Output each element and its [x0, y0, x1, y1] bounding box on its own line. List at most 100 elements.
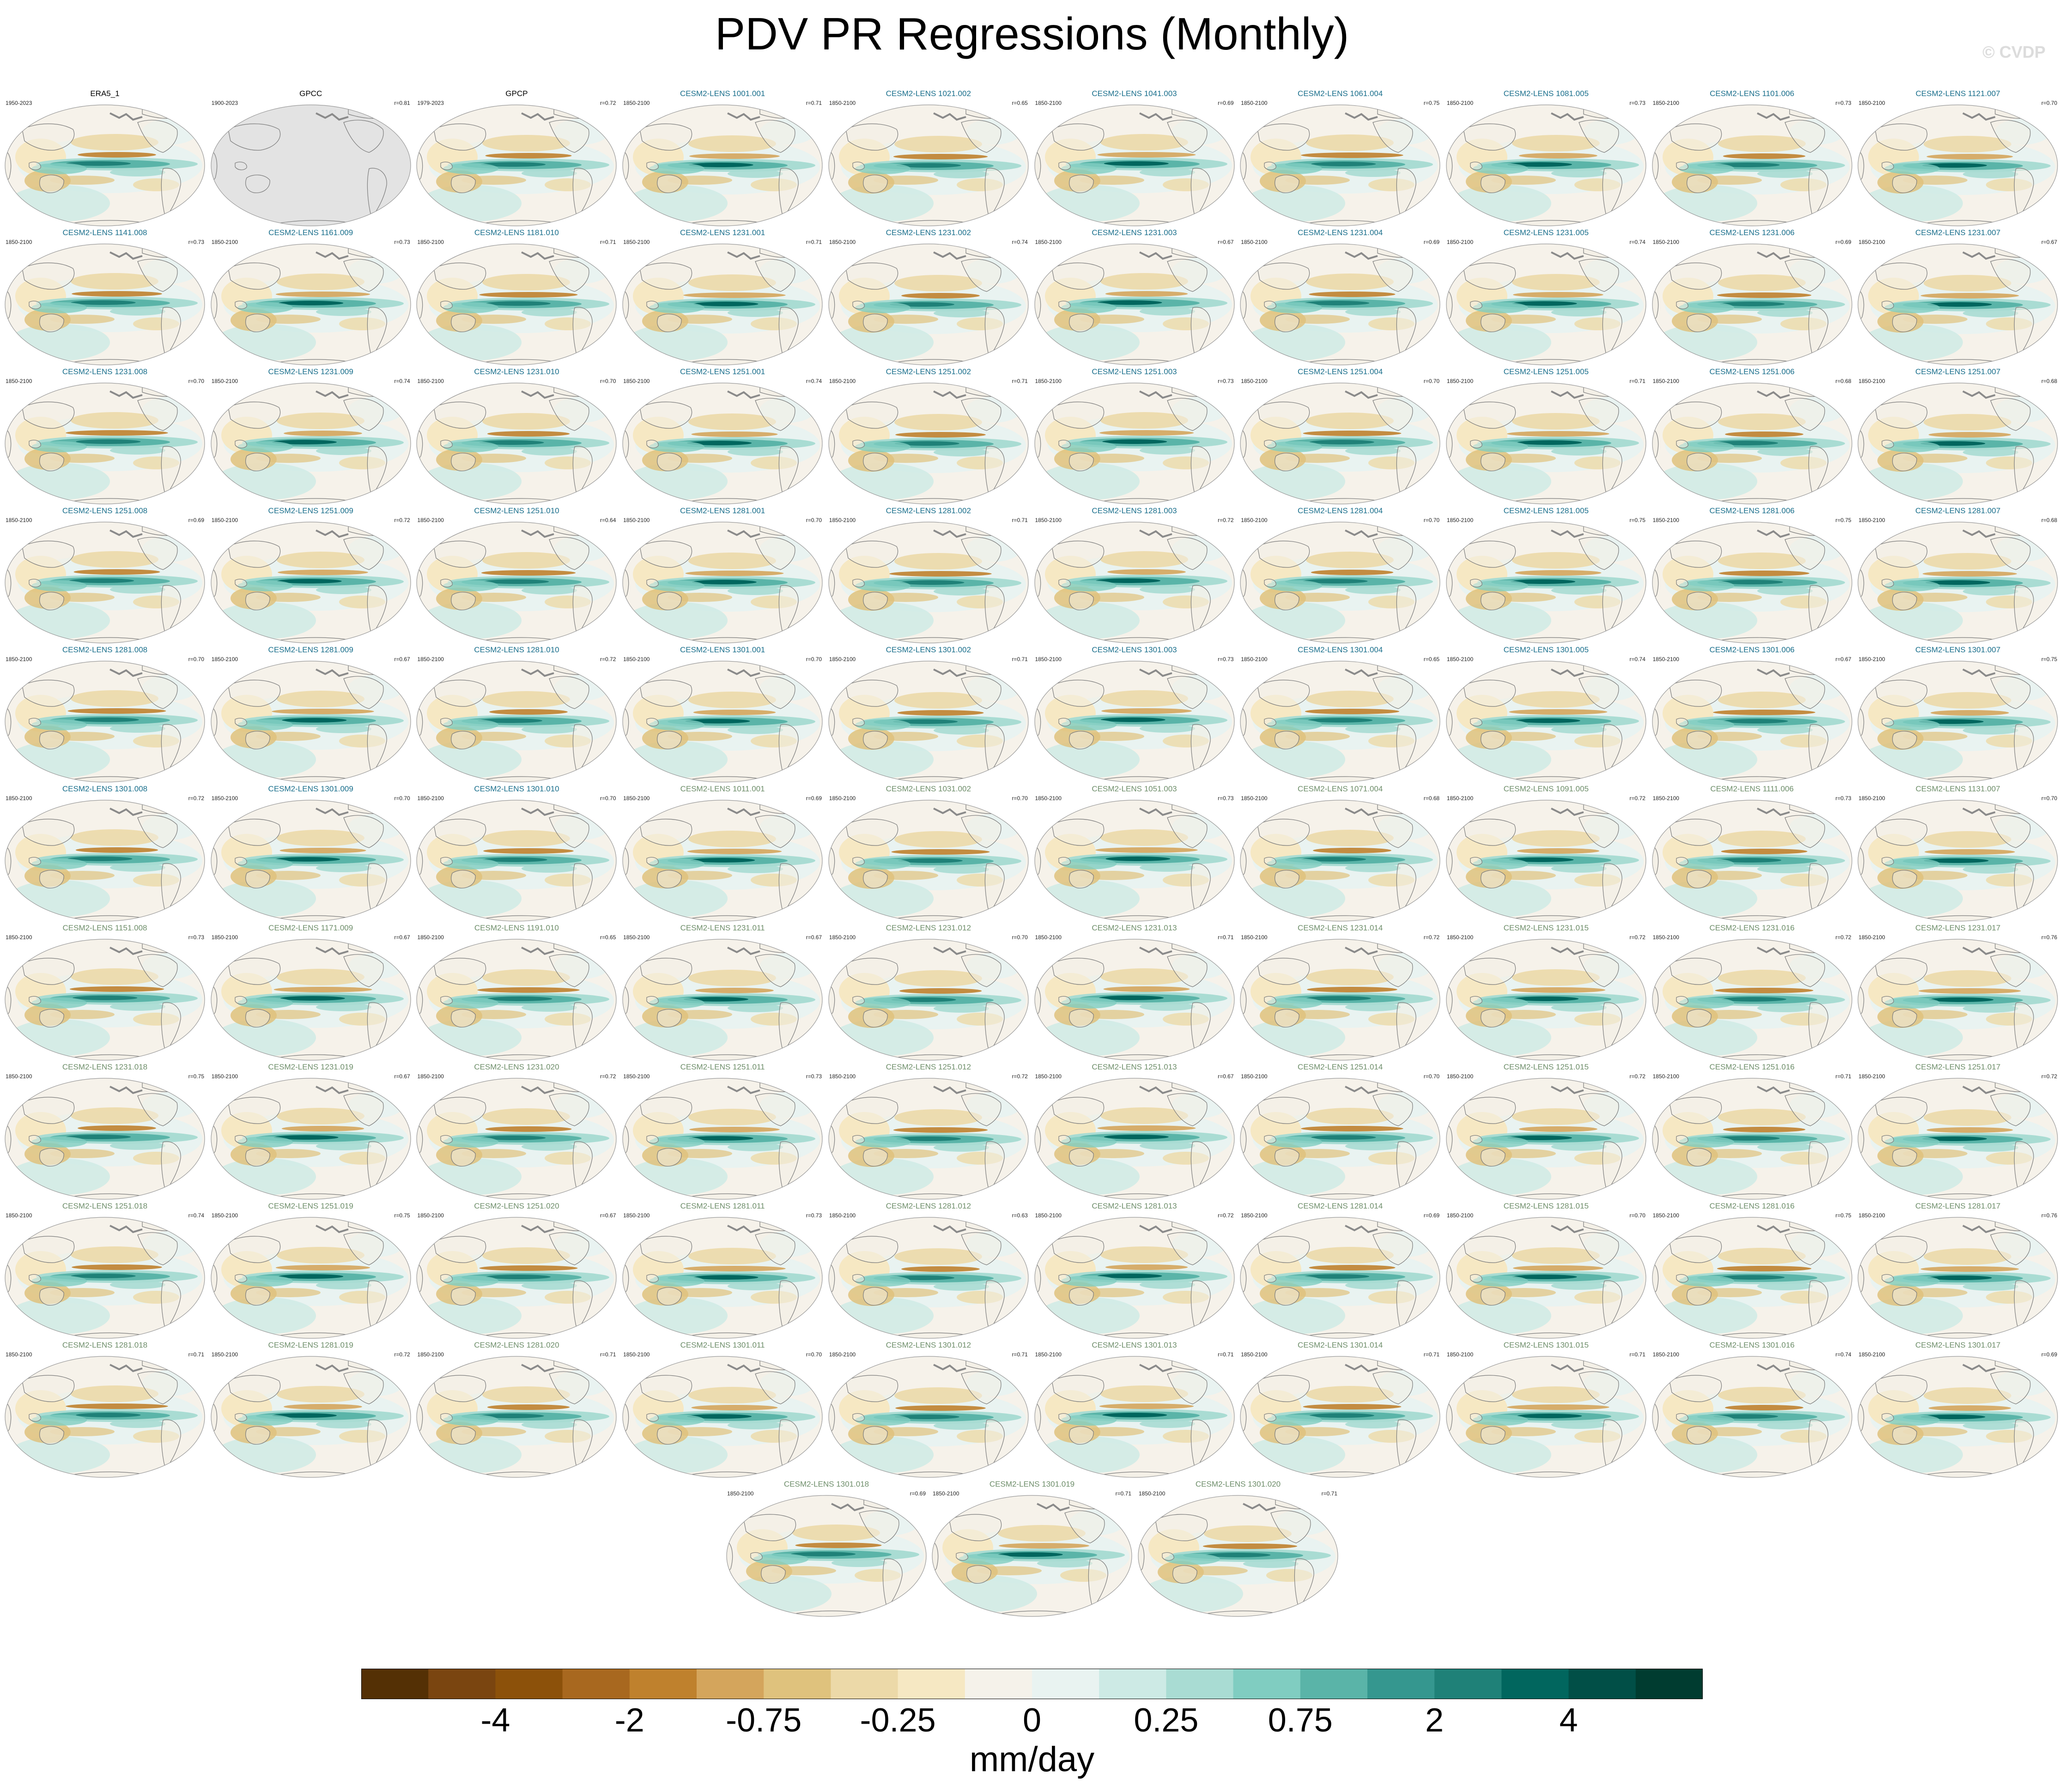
colorbar-swatch	[898, 1669, 965, 1699]
panel-date-range: 1850-2100	[417, 934, 444, 941]
map-panel: CESM2-LENS 1281.013 1850-2100 r=0.72	[1033, 1202, 1236, 1340]
panel-map	[1138, 1495, 1338, 1617]
panel-pattern-correlation: r=0.67	[1218, 239, 1234, 245]
panel-date-range: 1850-2100	[417, 1212, 444, 1219]
panel-pattern-correlation: r=0.81	[394, 100, 410, 106]
panel-map	[726, 1495, 927, 1617]
map-panel: CESM2-LENS 1131.007 1850-2100 r=0.70	[1857, 784, 2059, 923]
map-panel: CESM2-LENS 1231.007 1850-2100 r=0.67	[1857, 228, 2059, 367]
panel-map	[828, 1078, 1029, 1200]
panel-pattern-correlation: r=0.67	[394, 934, 410, 941]
panel-title: CESM2-LENS 1121.007	[1915, 89, 2000, 98]
panel-map	[1240, 661, 1440, 783]
map-panel: CESM2-LENS 1061.004 1850-2100 r=0.75	[1239, 89, 1441, 228]
panel-header: CESM2-LENS 1301.013 1850-2100 r=0.71	[1033, 1341, 1236, 1358]
panel-pattern-correlation: r=0.71	[1012, 656, 1028, 662]
panel-date-range: 1850-2100	[1446, 1212, 1474, 1219]
panel-title: CESM2-LENS 1301.009	[268, 784, 353, 793]
panel-header: ERA5_1 1950-2023	[4, 89, 206, 106]
panel-title: CESM2-LENS 1081.005	[1503, 89, 1589, 98]
panel-date-range: 1850-2100	[211, 517, 238, 523]
panel-pattern-correlation: r=0.69	[910, 1490, 926, 1497]
panel-map	[211, 104, 411, 226]
panel-map	[828, 1217, 1029, 1339]
panel-map	[1858, 1356, 2058, 1478]
panel-date-range: 1850-2100	[1652, 1351, 1679, 1358]
panel-title: CESM2-LENS 1281.011	[680, 1202, 765, 1210]
panel-title: CESM2-LENS 1231.012	[886, 923, 971, 932]
panel-title: CESM2-LENS 1301.004	[1298, 645, 1383, 654]
panel-pattern-correlation: r=0.75	[1423, 100, 1440, 106]
map-panel: CESM2-LENS 1281.015 1850-2100 r=0.70	[1445, 1202, 1647, 1340]
panel-date-range: 1850-2100	[1858, 517, 1885, 523]
panel-pattern-correlation: r=0.71	[1115, 1490, 1131, 1497]
panel-title: CESM2-LENS 1281.004	[1298, 506, 1383, 515]
panel-title: CESM2-LENS 1251.019	[268, 1202, 353, 1210]
panel-map	[1651, 939, 1852, 1061]
panel-map	[416, 661, 617, 783]
panel-date-range: 1850-2100	[829, 1073, 856, 1080]
panel-pattern-correlation: r=0.73	[1218, 378, 1234, 384]
panel-map	[828, 939, 1029, 1061]
panel-map	[5, 243, 205, 365]
panel-pattern-correlation: r=0.72	[1423, 934, 1440, 941]
panel-title: CESM2-LENS 1251.012	[886, 1063, 971, 1071]
panel-header: GPCC 1900-2023 r=0.81	[210, 89, 412, 106]
panel-pattern-correlation: r=0.75	[394, 1212, 410, 1219]
panel-title: CESM2-LENS 1231.016	[1709, 923, 1795, 932]
map-panel: CESM2-LENS 1281.008 1850-2100 r=0.70	[4, 645, 206, 784]
map-panel: CESM2-LENS 1231.004 1850-2100 r=0.69	[1239, 228, 1441, 367]
panel-title: CESM2-LENS 1281.005	[1503, 506, 1589, 515]
colorbar-swatch	[1367, 1669, 1435, 1699]
colorbar-tick-label: 4	[1559, 1702, 1578, 1739]
panel-pattern-correlation: r=0.68	[1423, 795, 1440, 802]
map-panel: CESM2-LENS 1281.006 1850-2100 r=0.75	[1651, 506, 1853, 645]
map-panel: CESM2-LENS 1251.015 1850-2100 r=0.72	[1445, 1063, 1647, 1201]
panel-header: CESM2-LENS 1251.012 1850-2100 r=0.72	[827, 1063, 1030, 1080]
panel-title: CESM2-LENS 1021.002	[886, 89, 971, 98]
panel-map	[1034, 800, 1235, 922]
panel-title: CESM2-LENS 1281.006	[1709, 506, 1795, 515]
panel-date-range: 1850-2100	[623, 378, 650, 384]
panel-pattern-correlation: r=0.70	[1012, 795, 1028, 802]
panel-date-range: 1850-2100	[1241, 795, 1268, 802]
panel-header: CESM2-LENS 1231.010 1850-2100 r=0.70	[415, 367, 618, 384]
panel-title: CESM2-LENS 1231.003	[1092, 228, 1177, 237]
map-panel: ERA5_1 1950-2023	[4, 89, 206, 228]
map-panel: CESM2-LENS 1231.010 1850-2100 r=0.70	[415, 367, 618, 506]
panel-header: CESM2-LENS 1281.016 1850-2100 r=0.75	[1651, 1202, 1853, 1219]
panel-pattern-correlation: r=0.70	[1423, 517, 1440, 523]
panel-date-range: 1850-2100	[417, 239, 444, 245]
panel-date-range: 1850-2100	[1035, 1073, 1062, 1080]
panel-date-range: 1850-2100	[6, 795, 32, 802]
panel-header: CESM2-LENS 1231.007 1850-2100 r=0.67	[1857, 228, 2059, 245]
panel-map	[1446, 383, 1646, 504]
panel-title: CESM2-LENS 1301.011	[680, 1341, 765, 1349]
panel-title: CESM2-LENS 1251.015	[1503, 1063, 1589, 1071]
panel-header: CESM2-LENS 1251.020 1850-2100 r=0.67	[415, 1202, 618, 1219]
map-panel: CESM2-LENS 1251.013 1850-2100 r=0.67	[1033, 1063, 1236, 1201]
panel-header: CESM2-LENS 1161.009 1850-2100 r=0.73	[210, 228, 412, 245]
panel-map	[932, 1495, 1132, 1617]
panel-title: CESM2-LENS 1231.014	[1298, 923, 1383, 932]
panel-header: CESM2-LENS 1301.004 1850-2100 r=0.65	[1239, 645, 1441, 662]
colorbar-tick-label: -4	[480, 1702, 510, 1739]
colorbar-tick-label: -2	[614, 1702, 644, 1739]
colorbar-swatch	[428, 1669, 496, 1699]
panel-title: CESM2-LENS 1231.017	[1915, 923, 2001, 932]
panel-pattern-correlation: r=0.70	[188, 656, 204, 662]
map-panel: CESM2-LENS 1231.008 1850-2100 r=0.70	[4, 367, 206, 506]
panel-title: CESM2-LENS 1251.010	[474, 506, 559, 515]
panel-header: CESM2-LENS 1051.003 1850-2100 r=0.73	[1033, 784, 1236, 802]
panel-header: CESM2-LENS 1231.004 1850-2100 r=0.69	[1239, 228, 1441, 245]
map-panel: CESM2-LENS 1281.014 1850-2100 r=0.69	[1239, 1202, 1441, 1340]
panel-header: CESM2-LENS 1281.006 1850-2100 r=0.75	[1651, 506, 1853, 523]
panel-header: CESM2-LENS 1281.003 1850-2100 r=0.72	[1033, 506, 1236, 523]
panel-pattern-correlation: r=0.69	[1423, 239, 1440, 245]
map-panel: CESM2-LENS 1301.012 1850-2100 r=0.71	[827, 1341, 1030, 1479]
panel-map	[1034, 939, 1235, 1061]
map-panel: CESM2-LENS 1281.019 1850-2100 r=0.72	[210, 1341, 412, 1479]
panel-map	[5, 383, 205, 504]
panel-title: CESM2-LENS 1251.005	[1503, 367, 1589, 376]
panel-title: CESM2-LENS 1301.014	[1298, 1341, 1383, 1349]
